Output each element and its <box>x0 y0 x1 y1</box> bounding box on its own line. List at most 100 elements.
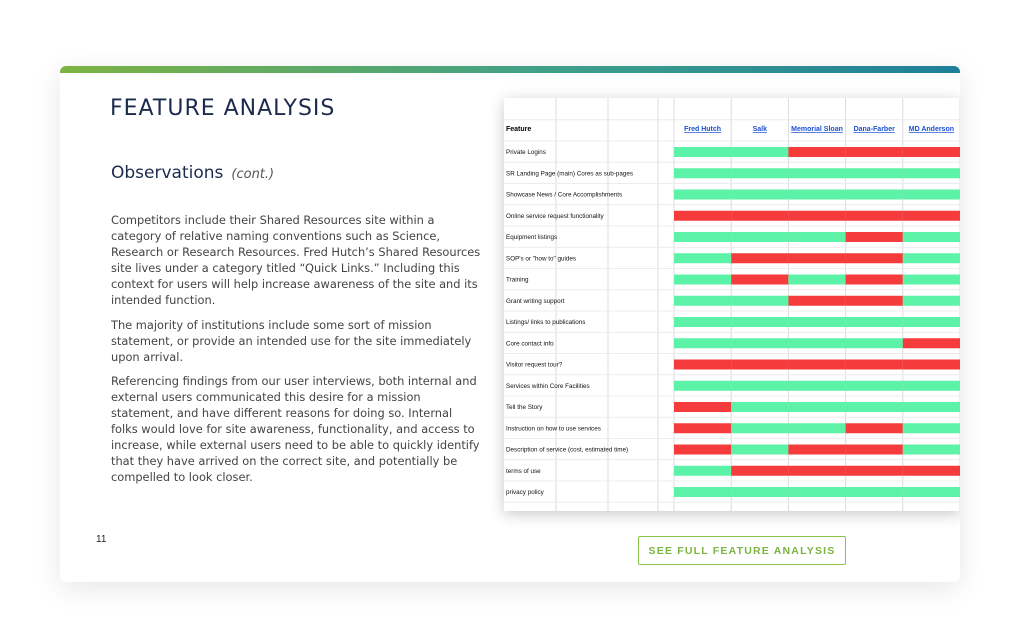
feature-cell <box>674 317 732 327</box>
feature-cell <box>674 359 732 370</box>
feature-label: Visitor request tour? <box>506 362 563 369</box>
feature-cell <box>902 210 960 221</box>
feature-cell <box>674 210 732 221</box>
feature-cell <box>788 444 846 455</box>
feature-cell <box>845 317 903 327</box>
feature-table: Feature Fred Hutch Salk Memorial Sloan Dana-… <box>504 98 960 511</box>
feature-cell <box>788 487 846 497</box>
feature-cell <box>845 402 903 412</box>
feature-cell <box>788 380 846 391</box>
feature-cell <box>731 253 789 264</box>
feature-cell <box>731 380 789 391</box>
feature-cell <box>788 232 846 242</box>
feature-label: Instruction on how to use services <box>506 425 601 432</box>
feature-cell <box>902 274 960 285</box>
accent-bar <box>60 66 960 73</box>
feature-cell <box>902 295 960 306</box>
feature-cell <box>902 253 960 264</box>
feature-label: Showcase News / Core Accomplishments <box>506 192 622 199</box>
feature-cell <box>674 147 732 157</box>
feature-cell <box>788 274 846 285</box>
feature-label: Core contact info <box>506 340 554 347</box>
see-full-feature-analysis-button[interactable]: SEE FULL FEATURE ANALYSIS <box>638 536 846 565</box>
feature-cell <box>788 210 846 221</box>
feature-cell <box>731 465 789 476</box>
page-number: 11 <box>96 534 107 545</box>
feature-cell <box>731 147 789 157</box>
feature-cell <box>788 338 846 349</box>
feature-cell <box>674 274 732 285</box>
feature-cell <box>731 274 789 285</box>
feature-cell <box>731 444 789 455</box>
feature-cell <box>674 423 732 434</box>
feature-cell <box>902 444 960 455</box>
feature-cell <box>731 317 789 327</box>
feature-label: Services within Core Facilities <box>506 383 590 390</box>
feature-label: privacy policy <box>506 489 545 496</box>
observations-heading: Observations <box>111 163 224 183</box>
feature-cell <box>731 402 789 412</box>
feature-cell <box>788 359 846 370</box>
feature-label: SOP's or "how to" guides <box>506 255 576 262</box>
feature-cell <box>788 147 846 157</box>
feature-cell <box>731 487 789 497</box>
feature-cell <box>902 317 960 327</box>
feature-cell <box>845 465 903 476</box>
feature-label: SR Landing Page (main) Cores as sub-page… <box>506 170 633 177</box>
feature-cell <box>788 295 846 306</box>
section-heading: Observations (cont.) <box>111 163 274 183</box>
paragraph-1: Competitors include their Shared Resourc… <box>111 213 481 307</box>
cont-label: (cont.) <box>231 167 275 182</box>
feature-cell <box>731 210 789 221</box>
feature-cell <box>845 295 903 306</box>
feature-cell <box>845 189 903 200</box>
feature-cell <box>902 168 960 179</box>
feature-cell <box>845 210 903 221</box>
feature-cell <box>674 380 732 391</box>
feature-cell <box>788 253 846 264</box>
feature-cell <box>902 232 960 242</box>
feature-cell <box>902 402 960 412</box>
feature-cell <box>845 487 903 497</box>
feature-cell <box>788 317 846 327</box>
feature-cell <box>845 232 903 242</box>
feature-cell <box>902 189 960 200</box>
feature-label: Tell the Story <box>506 404 543 411</box>
feature-cell <box>788 465 846 476</box>
feature-cell <box>674 295 732 306</box>
feature-cell <box>788 402 846 412</box>
feature-label: Private Logins <box>506 149 546 156</box>
feature-cell <box>902 147 960 157</box>
feature-cell <box>674 189 732 200</box>
feature-cell <box>902 423 960 434</box>
feature-cell <box>674 465 732 476</box>
feature-cell <box>674 338 732 349</box>
column-header: Salk <box>753 126 768 133</box>
column-header: Memorial Sloan <box>791 126 843 133</box>
feature-label: Description of service (cost, estimated … <box>506 447 628 454</box>
feature-cell <box>674 402 732 412</box>
feature-cell <box>731 232 789 242</box>
feature-cell <box>674 232 732 242</box>
feature-cell <box>845 253 903 264</box>
feature-cell <box>902 487 960 497</box>
feature-cell <box>674 444 732 455</box>
feature-cell <box>845 147 903 157</box>
feature-label: Equipment listings <box>506 234 557 241</box>
feature-analysis-spreadsheet: Feature Fred Hutch Salk Memorial Sloan Dana-… <box>504 98 960 511</box>
feature-label: Online service request functionality <box>506 213 605 220</box>
feature-cell <box>788 423 846 434</box>
feature-cell <box>845 444 903 455</box>
feature-cell <box>902 380 960 391</box>
feature-cell <box>845 168 903 179</box>
feature-cell <box>674 487 732 497</box>
feature-cell <box>731 168 789 179</box>
feature-cell <box>845 423 903 434</box>
feature-label: Grant writing support <box>506 298 565 305</box>
feature-cell <box>845 359 903 370</box>
feature-header: Feature <box>506 126 531 133</box>
feature-cell <box>731 189 789 200</box>
feature-cell <box>845 338 903 349</box>
feature-cell <box>674 253 732 264</box>
feature-cell <box>902 465 960 476</box>
